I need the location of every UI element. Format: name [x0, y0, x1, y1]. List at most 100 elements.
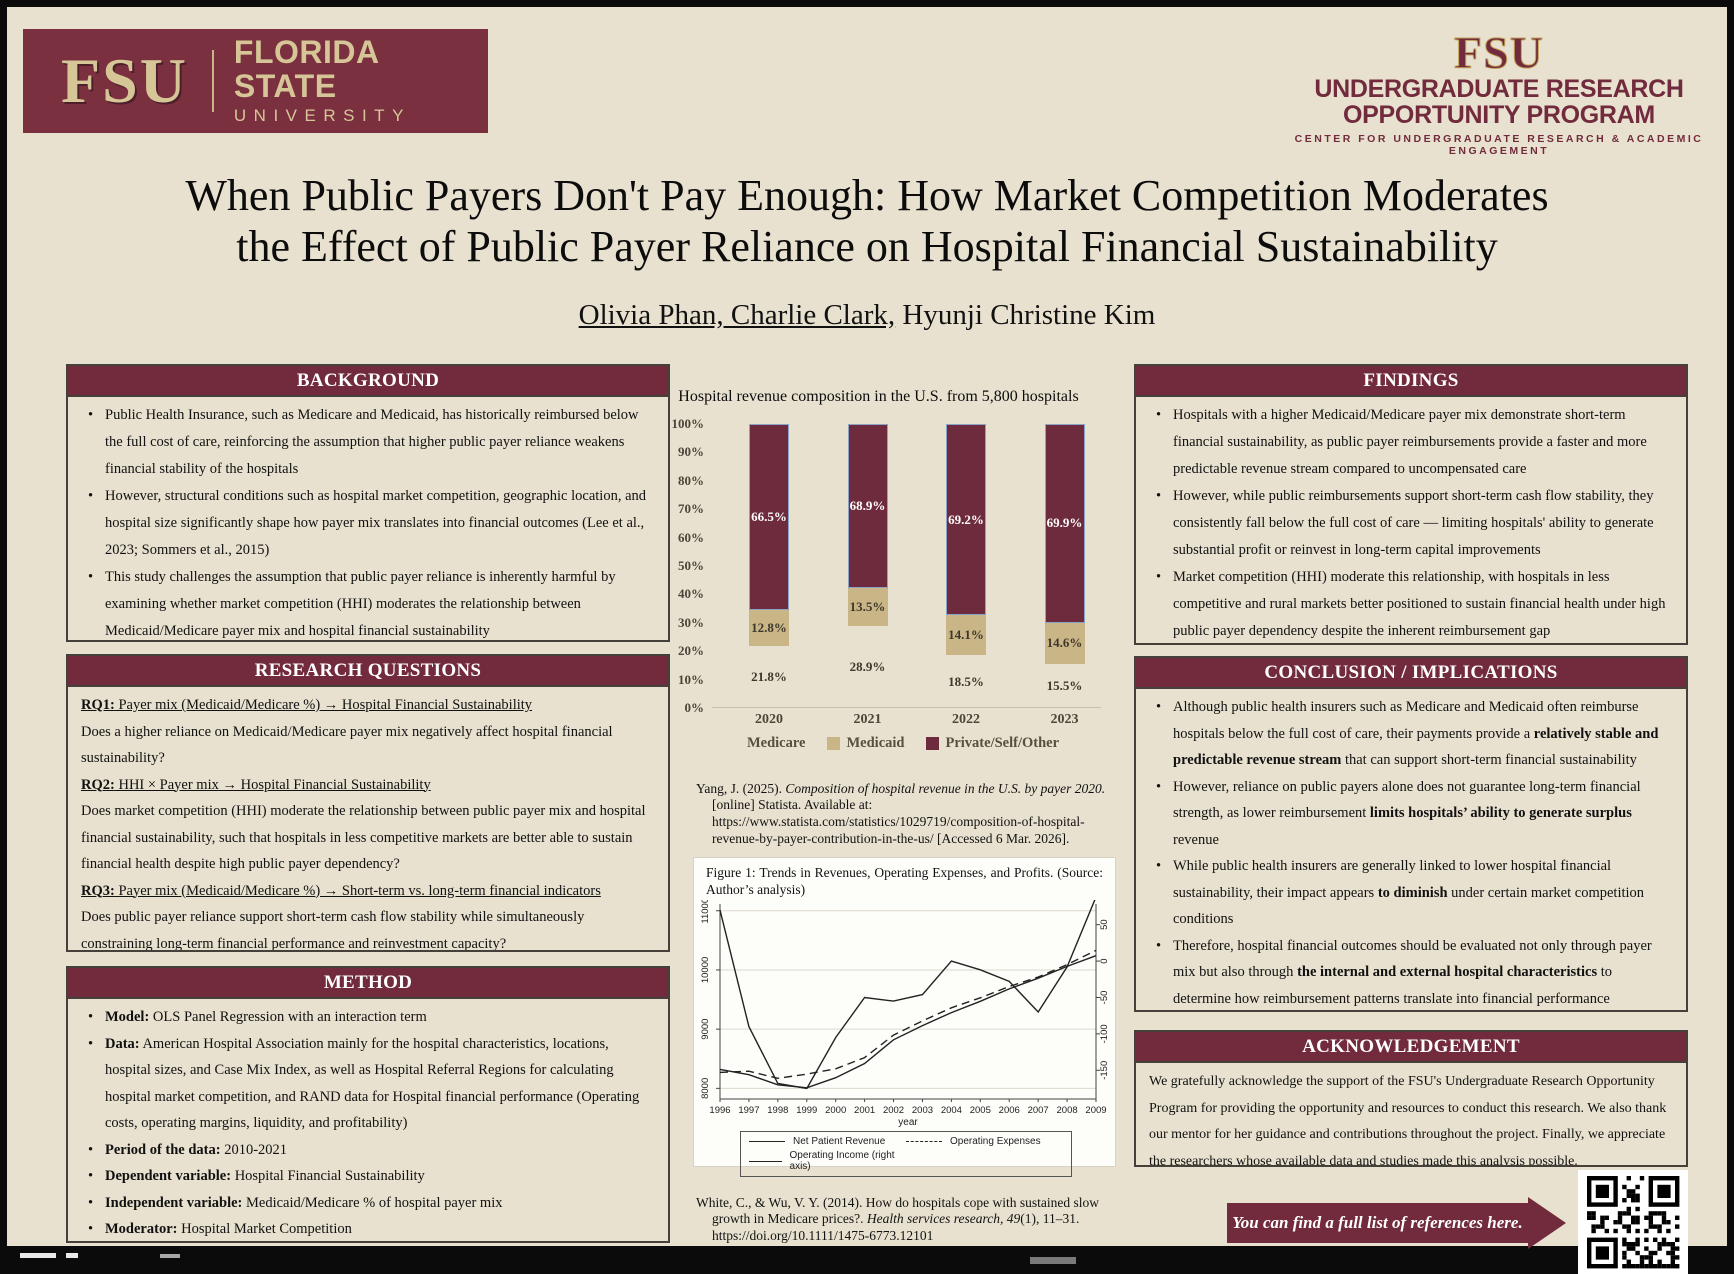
legend-swatch-icon: [728, 737, 741, 750]
bar-segment-Private/Self/Other: 68.9%: [847, 424, 888, 588]
text-segment: Therefore, hospital financial outcomes s…: [1173, 937, 1652, 981]
qr-module: [1595, 1184, 1609, 1198]
bar-segment-Medicare: 15.5%: [1045, 664, 1085, 708]
text-segment: to determine how reimbursement patterns …: [1173, 964, 1613, 1007]
conclusion-bullet: While public health insurers are general…: [1149, 853, 1673, 933]
qr-module: [1587, 1211, 1592, 1216]
qr-module: [1600, 1220, 1605, 1225]
qr-module: [1613, 1228, 1618, 1234]
legend-line-icon: [749, 1141, 785, 1142]
qr-module: [1591, 1228, 1596, 1234]
bar-value-label: 68.9%: [849, 497, 886, 513]
y-tick-label: 80%: [678, 472, 704, 488]
conclusion-bullet: Although public health insurers such as …: [1149, 694, 1673, 774]
qr-module: [1595, 1224, 1601, 1229]
method-section: METHOD Model: OLS Panel Regression with …: [66, 966, 670, 1243]
x-tick-label: 1996: [709, 1105, 730, 1116]
screen-artifact: [160, 1254, 180, 1258]
text-segment: Yang, J. (2025).: [696, 780, 786, 796]
bar-value-label: 69.2%: [948, 511, 984, 527]
qr-module: [1600, 1215, 1605, 1220]
qr-module: [1648, 1220, 1653, 1225]
qr-module: [1626, 1189, 1631, 1194]
figure-legend-item: Operating Income (right axis): [749, 1150, 906, 1172]
qr-module: [1644, 1255, 1649, 1260]
qr-module: [1661, 1237, 1667, 1242]
rq1-question: Does a higher reliance on Medicaid/Medic…: [81, 719, 655, 772]
qr-module: [1626, 1259, 1631, 1264]
qr-module: [1635, 1184, 1640, 1190]
qr-module: [1626, 1224, 1631, 1229]
right-tick-label: 50: [1099, 919, 1110, 930]
urop-line3: CENTER FOR UNDERGRADUATE RESEARCH & ACAD…: [1294, 133, 1704, 158]
qr-code: [1578, 1170, 1688, 1274]
text-segment: Hospital Market Competition: [177, 1221, 352, 1237]
urop-line2: OPPORTUNITY PROGRAM: [1343, 100, 1655, 129]
qr-module: [1661, 1220, 1667, 1225]
qr-module: [1670, 1246, 1675, 1251]
stacked-bar-2020: 21.8% 12.8% 66.5%: [749, 424, 789, 708]
qr-module: [1631, 1189, 1636, 1194]
qr-module: [1626, 1206, 1631, 1212]
qr-module: [1657, 1228, 1662, 1234]
qr-module: [1591, 1224, 1596, 1229]
qr-module: [1626, 1176, 1631, 1181]
revenue-composition-chart: Hospital revenue composition in the U.S.…: [656, 388, 1101, 760]
qr-module: [1666, 1250, 1671, 1256]
qr-module: [1639, 1255, 1645, 1260]
qr-module: [1644, 1246, 1649, 1251]
qr-module: [1666, 1242, 1671, 1247]
text-segment: Does public payer reliance support short…: [81, 909, 585, 952]
y-tick-label: 20%: [678, 643, 704, 659]
qr-module: [1661, 1211, 1667, 1216]
qr-module: [1617, 1215, 1623, 1220]
text-segment: Independent variable:: [105, 1194, 243, 1211]
qr-module: [1670, 1250, 1675, 1256]
qr-module: [1626, 1264, 1631, 1269]
qr-module: [1675, 1224, 1680, 1229]
qr-module: [1626, 1193, 1631, 1198]
urop-line1: UNDERGRADUATE RESEARCH: [1314, 75, 1684, 104]
statista-citation: Yang, J. (2025). Composition of hospital…: [696, 781, 1124, 848]
bar-value-label: 66.5%: [751, 508, 787, 524]
x-tick-label: 2021: [853, 712, 882, 727]
text-segment: the internal and external hospital chara…: [1297, 964, 1598, 980]
conclusion-header: CONCLUSION / IMPLICATIONS: [1136, 658, 1686, 689]
line-chart: 8000 9000 10000 11000 50 0 -50 -100 -150 1996 1997…: [700, 900, 1110, 1128]
qr-module: [1617, 1211, 1623, 1216]
university-wordmark: UNIVERSITY: [233, 106, 411, 126]
x-tick-label: 2008: [1057, 1105, 1078, 1116]
x-tick-label: 1997: [738, 1105, 759, 1116]
text-segment: (1), 11–31. https://doi.org/10.1111/1475…: [712, 1211, 1080, 1244]
bar-segment-Medicare: 18.5%: [946, 655, 986, 708]
qr-module: [1622, 1264, 1627, 1269]
text-segment: Dependent variable:: [105, 1168, 232, 1184]
qr-module: [1595, 1246, 1609, 1260]
qr-module: [1661, 1264, 1667, 1269]
right-tick-label: -100: [1099, 1024, 1110, 1043]
legend-swatch-icon: [926, 737, 940, 750]
text-segment: Hospital Financial Sustainability: [231, 1168, 425, 1184]
bar-value-label: 14.6%: [1046, 635, 1083, 651]
qr-module: [1622, 1211, 1627, 1216]
text-segment: Period of the data:: [105, 1141, 221, 1158]
qr-module: [1626, 1211, 1631, 1216]
findings-bullet: However, while public reimbursements sup…: [1149, 483, 1673, 564]
qr-module: [1639, 1264, 1645, 1269]
text-segment: American Hospital Association mainly for…: [105, 1035, 640, 1132]
x-tick-label: 1999: [796, 1105, 817, 1116]
qr-module: [1648, 1211, 1653, 1216]
qr-module: [1657, 1211, 1662, 1216]
bar-value-label: 28.9%: [849, 658, 886, 674]
x-tick-label: 2022: [952, 712, 980, 727]
bar-segment-Medicaid: 12.8%: [749, 609, 789, 647]
research-questions-header: RESEARCH QUESTIONS: [68, 656, 668, 687]
x-axis-title: year: [898, 1117, 918, 1128]
text-segment: Model:: [105, 1009, 150, 1025]
y-tick-label: 70%: [678, 501, 704, 517]
qr-module: [1635, 1242, 1640, 1247]
findings-bullet: Market competition (HHI) moderate this r…: [1149, 564, 1673, 643]
qr-module: [1653, 1250, 1658, 1256]
fsu-logo: FSU FLORIDA STATE UNIVERSITY: [23, 29, 488, 133]
qr-module: [1626, 1228, 1631, 1234]
